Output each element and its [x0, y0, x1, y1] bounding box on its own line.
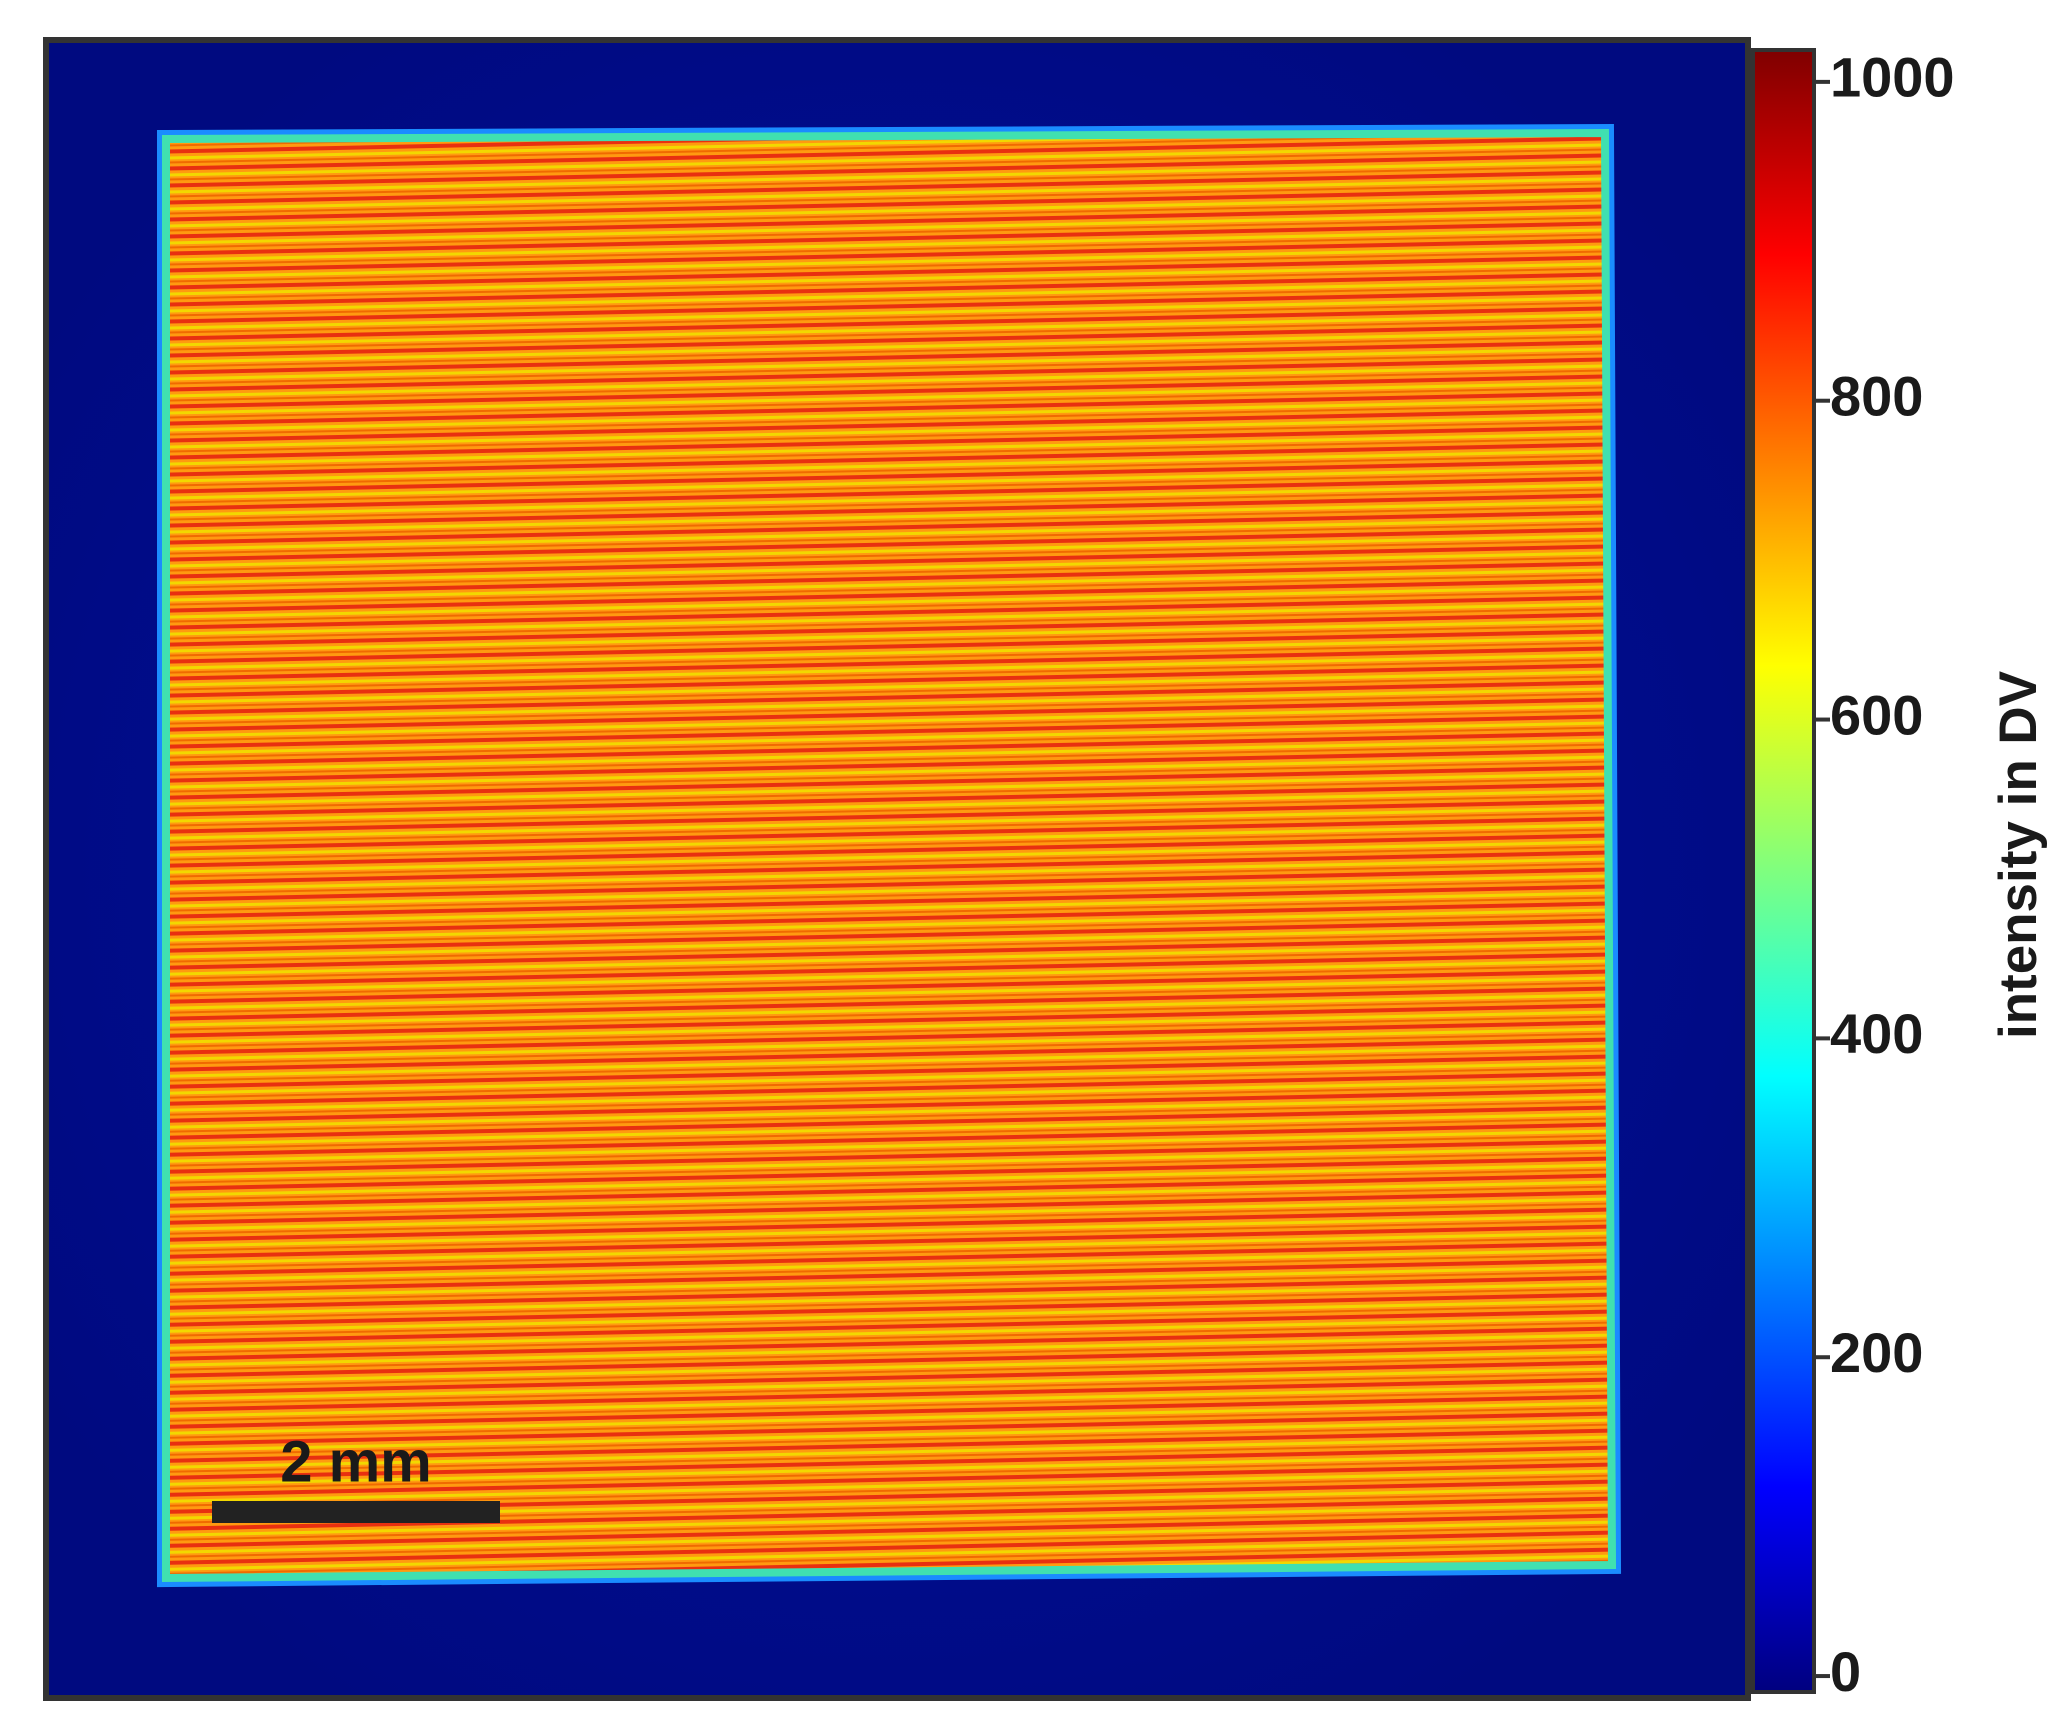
colorbar-tick-label: 200	[1830, 1321, 1923, 1384]
colorbar: 0 200 400 600 800 1000	[1751, 46, 1955, 1703]
colorbar-tick-label: 400	[1830, 1002, 1923, 1065]
colorbar-label: intensity in DV	[1989, 671, 2048, 1039]
scale-bar-label: 2 mm	[280, 1429, 432, 1494]
image-panel: 2 mm	[43, 37, 1751, 1701]
colorbar-tick-label: 1000	[1830, 46, 1955, 109]
colorbar-tick-label: 0	[1830, 1640, 1861, 1703]
colorbar-tick-label: 600	[1830, 683, 1923, 746]
sample	[162, 128, 1617, 1583]
colorbar-fill	[1751, 48, 1816, 1694]
colorbar-tick-label: 800	[1830, 365, 1923, 428]
scale-bar	[212, 1501, 500, 1523]
